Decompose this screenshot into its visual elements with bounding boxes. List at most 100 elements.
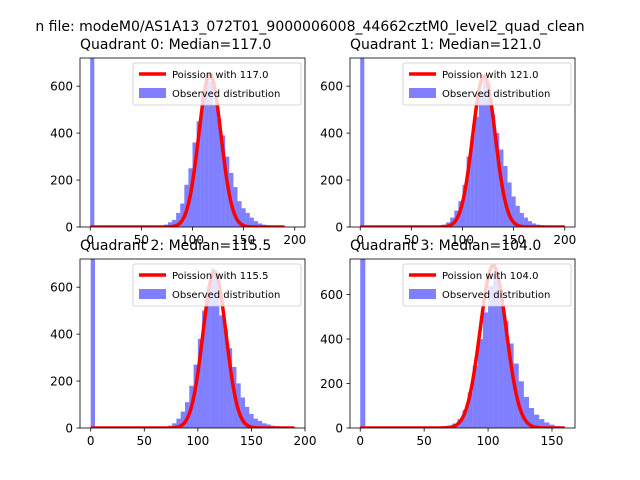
plot-area <box>358 58 567 227</box>
histogram-bar <box>208 81 213 227</box>
y-tick-label: 400 <box>50 127 73 141</box>
histogram-bar <box>482 312 489 428</box>
histogram-bar <box>257 223 263 227</box>
histogram-bar <box>478 93 483 227</box>
histogram-bar <box>474 116 479 227</box>
legend-label-observed: Observed distribution <box>172 290 280 301</box>
x-tick-label: 100 <box>451 233 474 247</box>
x-tick-label: 50 <box>404 233 419 247</box>
histogram-bar <box>212 104 218 227</box>
plot-area <box>359 259 566 428</box>
subplot-1: 0 50 100 150 200 0 200 400 600 Quadrant 1: Median… <box>320 37 576 247</box>
y-tick-label: 200 <box>320 377 343 391</box>
histogram-bar <box>511 196 516 227</box>
legend-label-poisson: Poission with 121.0 <box>442 70 538 81</box>
histogram-bar <box>202 310 207 428</box>
histogram-bar <box>360 259 366 428</box>
legend: Poission with 121.0 Observed distribution <box>402 62 572 106</box>
x-tick-label: 150 <box>541 434 564 448</box>
y-tick-label: 600 <box>50 80 73 94</box>
histogram-bar <box>532 223 537 227</box>
histogram-bar <box>204 76 209 227</box>
histogram-bar <box>534 414 540 428</box>
histogram-bar <box>515 205 520 227</box>
histogram-bar <box>503 321 509 428</box>
histogram-bar <box>507 182 512 227</box>
poisson-curve <box>359 263 566 428</box>
legend-box <box>132 62 302 106</box>
histogram-bar <box>176 212 181 227</box>
legend-patch-marker <box>409 88 436 98</box>
histogram-bar <box>237 201 242 227</box>
histogram-bar <box>90 58 95 227</box>
histogram-bar <box>200 90 205 227</box>
subplot-title: Quadrant 3: Median=104.0 <box>350 238 541 254</box>
legend-box <box>402 263 572 307</box>
x-tick-label: 150 <box>240 434 263 448</box>
x-tick-label: 0 <box>87 434 95 448</box>
histogram-bar <box>180 203 185 227</box>
legend-patch-marker <box>139 289 166 299</box>
y-tick-label: 0 <box>335 221 343 235</box>
histogram-bar <box>495 133 500 227</box>
y-tick-label: 400 <box>50 328 73 342</box>
x-tick-label: 150 <box>502 233 525 247</box>
x-tick-label: 100 <box>477 434 500 448</box>
histogram-bar <box>462 184 467 227</box>
histogram-bar <box>192 142 197 227</box>
y-tick-label: 0 <box>65 422 73 436</box>
histogram-bar <box>206 287 211 428</box>
x-tick-label: 200 <box>283 233 306 247</box>
histogram-bar <box>257 420 263 428</box>
histogram-bar <box>462 410 468 428</box>
legend-box <box>132 263 302 307</box>
histogram-bar <box>467 392 473 428</box>
histogram-bar <box>491 114 496 227</box>
histogram-bar <box>466 156 471 227</box>
histogram-bar <box>523 217 528 227</box>
subplot-title: Quadrant 1: Median=121.0 <box>350 37 541 53</box>
legend-patch-marker <box>139 88 166 98</box>
histogram-bar <box>249 413 254 428</box>
x-tick-label: 200 <box>294 434 317 448</box>
histogram-bar <box>470 135 475 227</box>
histogram-bar <box>227 348 233 428</box>
subplot-3: 0 50 100 150 0 200 400 600 Quadrant 3: Median=10… <box>320 238 576 448</box>
legend-label-poisson: Poission with 117.0 <box>172 70 268 81</box>
histogram-bar <box>197 338 203 428</box>
histogram-bar <box>518 381 524 428</box>
x-tick-label: 50 <box>417 434 432 448</box>
histogram-bar <box>215 275 220 428</box>
histogram-bar <box>544 422 550 428</box>
histogram-bar <box>221 135 226 227</box>
histogram-bar <box>472 365 478 428</box>
subplot-0: 0 50 100 150 200 0 200 400 600 Quadrant 0: Median… <box>50 37 306 247</box>
histogram-bar <box>180 411 185 428</box>
x-tick-label: 50 <box>137 434 152 448</box>
y-tick-label: 600 <box>320 288 343 302</box>
histogram-bar <box>240 397 245 428</box>
y-tick-label: 200 <box>50 375 73 389</box>
y-tick-label: 400 <box>320 333 343 347</box>
x-tick-label: 0 <box>356 233 364 247</box>
histogram-bar <box>249 217 254 227</box>
figure-suptitle: n file: modeM0/AS1A13_072T01_9000006008_… <box>35 19 584 35</box>
histogram-bar <box>528 407 535 428</box>
histogram-bar <box>539 419 545 428</box>
legend-label-poisson: Poission with 115.5 <box>172 271 268 282</box>
histogram-bar <box>210 268 215 428</box>
y-tick-label: 0 <box>65 221 73 235</box>
legend-label-observed: Observed distribution <box>172 89 280 100</box>
histogram-bar <box>266 424 271 428</box>
x-tick-label: 200 <box>553 233 576 247</box>
axes-frame <box>79 258 306 429</box>
subplot-title: Quadrant 2: Median=115.5 <box>80 238 271 254</box>
x-tick-label: 100 <box>186 434 209 448</box>
legend-label-poisson: Poission with 104.0 <box>442 271 538 282</box>
histogram-bar <box>498 294 504 428</box>
x-tick-label: 150 <box>232 233 255 247</box>
histogram-bar <box>527 221 533 227</box>
legend-label-observed: Observed distribution <box>442 290 550 301</box>
histogram-bar <box>245 406 250 428</box>
